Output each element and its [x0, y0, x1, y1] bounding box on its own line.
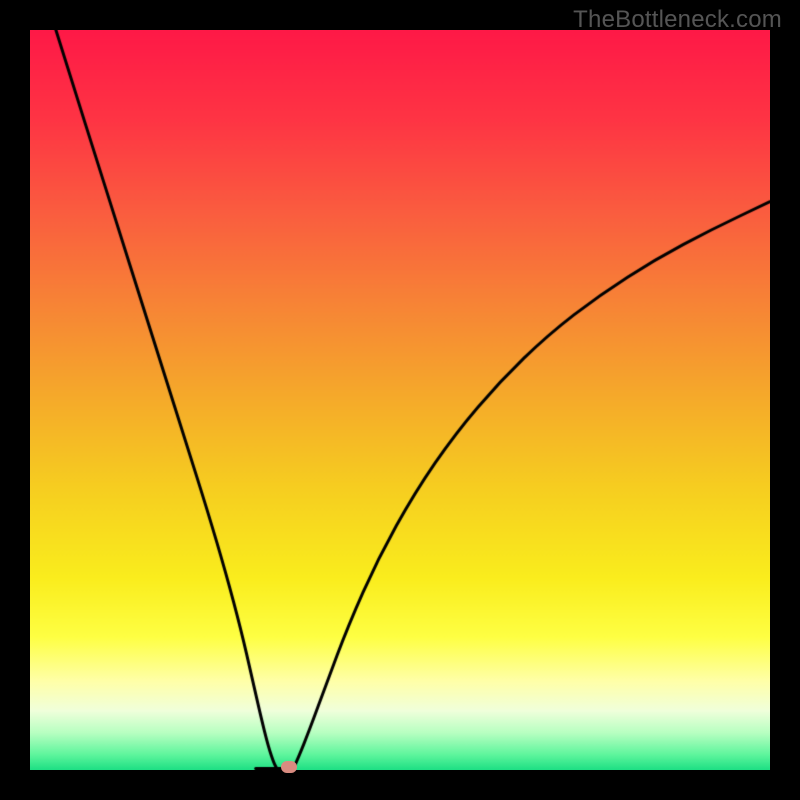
chart-frame: TheBottleneck.com — [0, 0, 800, 800]
optimum-marker — [281, 761, 297, 773]
bottleneck-curve — [30, 30, 770, 770]
